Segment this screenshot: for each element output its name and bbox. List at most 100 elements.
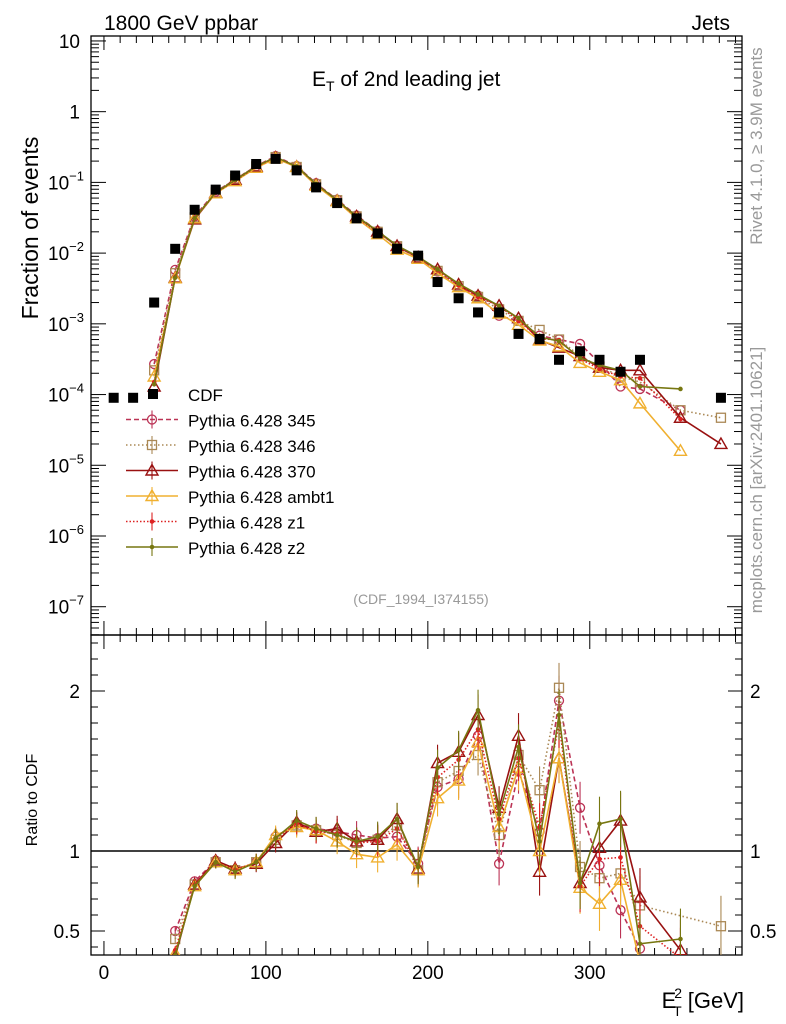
series-3-line: [153, 157, 682, 452]
ratio-tick-label-right: 2: [750, 682, 761, 703]
cdf-point: [554, 354, 565, 365]
series-2-point: [673, 410, 688, 423]
legend-marker: [144, 488, 160, 502]
x-axis-label: E2 T [GeV]: [662, 985, 744, 1019]
series-5-point: [556, 338, 562, 344]
series-5-ratio-point: [313, 826, 319, 831]
cdf-point: [473, 307, 484, 318]
series-5-point: [172, 275, 178, 280]
series-5-point: [456, 281, 461, 286]
series-3-ratio-point: [370, 849, 385, 863]
series-0-ratio-point: [574, 802, 586, 813]
legend-marker: [149, 544, 155, 550]
series-3-point: [572, 355, 588, 369]
series-3-ratio-point: [389, 837, 405, 850]
y-tick-label: 10−1: [48, 168, 84, 194]
series-3-ratio-point: [170, 945, 181, 955]
y-tick-label: 1: [69, 103, 80, 124]
series-4-ratio-point: [597, 856, 602, 862]
series-5-point: [678, 386, 683, 392]
plot-title: ET of 2nd leading jet: [312, 68, 501, 94]
cdf-point: [149, 297, 160, 308]
cdf-point: [251, 158, 262, 169]
cdf-point: [189, 204, 200, 215]
series-3-ratio-point: [349, 846, 364, 860]
series-0-ratio-point: [493, 858, 505, 869]
legend-label: Pythia 6.428 z1: [188, 514, 305, 533]
series-5-ratio-point: [556, 712, 562, 718]
series-5-ratio-point: [597, 821, 602, 827]
series-2-ratio-point: [532, 864, 547, 877]
cdf-point: [615, 366, 626, 377]
y-tick-label: 10−5: [48, 451, 84, 477]
series-4-ratio-point: [618, 855, 623, 860]
series-3-point: [451, 279, 466, 293]
series-5-point: [637, 384, 643, 389]
mcplots-label: mcplots.cern.ch [arXiv:2401.10621]: [747, 347, 766, 613]
y-axis-label: Fraction of events: [17, 137, 43, 320]
ratio-tick-label-right: 1: [750, 842, 761, 863]
series-5-point: [475, 292, 481, 297]
ratio-tick-label: 1: [69, 842, 80, 863]
main-plot: 10−7 10−6 10−5 10−4 10−3 10−2 10−1 1 10: [48, 32, 743, 955]
series-4-point: [597, 366, 602, 372]
series-5-ratio-point: [172, 952, 178, 955]
series-5-ratio-point: [294, 818, 299, 823]
y-tick-label: 10−2: [48, 239, 84, 265]
series-3-point: [613, 372, 628, 386]
series-5-ratio-point: [394, 816, 400, 822]
cdf-point: [453, 293, 464, 304]
cdf-point: [432, 277, 443, 288]
cdf-point: [128, 392, 139, 403]
series-5-ratio-point: [192, 883, 197, 889]
series-2-line: [153, 156, 722, 445]
series-5-ratio-point: [213, 859, 218, 865]
y-tick-label: 10−6: [48, 522, 84, 548]
ratio-tick-label: 0.5: [54, 922, 80, 943]
cdf-point: [594, 354, 605, 365]
y-tick-label: 10−4: [48, 381, 84, 407]
series-5-ratio-point: [577, 880, 583, 886]
series-5-point: [516, 315, 521, 321]
series-3-ratio-point: [430, 790, 445, 804]
series-5-ratio-point: [232, 869, 238, 875]
header-left: 1800 GeV ppbar: [104, 12, 258, 35]
legend-cdf-marker: [148, 389, 158, 399]
series-2-point: [451, 277, 466, 290]
series-2-point: [632, 362, 648, 376]
ratio-y-axis-label: Ratio to CDF: [24, 754, 41, 847]
series-1-point: [715, 412, 727, 423]
cdf-point: [513, 328, 524, 339]
series-1-point: [675, 405, 686, 416]
series-3-ratio-point: [592, 896, 607, 909]
legend-cdf-label: CDF: [188, 386, 223, 405]
legend-label: Pythia 6.428 ambt1: [188, 488, 334, 507]
cdf-point: [108, 392, 119, 403]
series-5-ratio-point: [456, 747, 461, 753]
series-5-ratio-point: [253, 859, 259, 865]
legend-marker: [144, 463, 160, 476]
series-5-point: [192, 216, 197, 221]
cdf-point: [291, 165, 302, 176]
x-tick-label: 300: [574, 963, 606, 984]
y-tick-label: 10−7: [48, 593, 84, 619]
cdf-point: [575, 346, 586, 357]
cdf-point: [332, 198, 343, 209]
legend-label: Pythia 6.428 346: [188, 437, 316, 456]
series-5-ratio-point: [375, 834, 380, 839]
cdf-point: [270, 153, 281, 164]
ratio-series-group: [170, 662, 727, 960]
legend-marker: [146, 414, 158, 425]
series-5-ratio-point: [475, 707, 481, 713]
header-right: Jets: [691, 12, 730, 35]
reference-label: (CDF_1994_I374155): [353, 591, 488, 607]
series-5-point: [577, 355, 583, 361]
series-4-ratio-point: [679, 956, 683, 960]
x-tick-label: 100: [250, 963, 282, 984]
series-3-ratio-line: [174, 739, 639, 955]
ratio-tick-label-right: 0.5: [750, 922, 776, 943]
cdf-point: [715, 392, 726, 403]
series-5-ratio-point: [637, 941, 643, 947]
series-4-point: [637, 375, 643, 381]
legend-label: Pythia 6.428 345: [188, 412, 316, 431]
